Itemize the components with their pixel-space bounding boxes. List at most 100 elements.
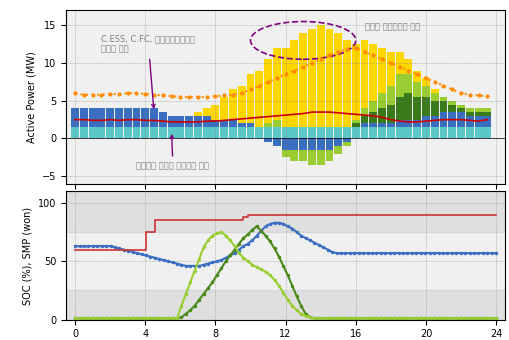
Load [194, 95, 201, 99]
P_PCC [273, 114, 279, 118]
AESS #2 [492, 317, 498, 321]
Line: SMP: SMP [75, 215, 495, 250]
Text: 수전전력 변동을 일정하게 제어: 수전전력 변동을 일정하게 제어 [136, 135, 209, 171]
Load [212, 94, 218, 98]
Bar [404, 59, 412, 74]
Bar [377, 123, 385, 127]
Bar [369, 127, 377, 138]
Bar [167, 116, 175, 127]
Load [282, 72, 288, 76]
Load [326, 53, 332, 57]
Load [308, 61, 315, 65]
Bar [439, 112, 446, 127]
Bar [66, 290, 504, 320]
Bar [325, 29, 333, 127]
Bar [386, 123, 394, 127]
P_PCC [265, 115, 271, 119]
Bar [124, 108, 131, 127]
Bar [132, 127, 140, 138]
Bar [193, 127, 202, 138]
Load [247, 87, 253, 91]
Line: AESS #1: AESS #1 [74, 225, 496, 320]
Bar [167, 127, 175, 138]
Bar [333, 127, 342, 138]
Bar [465, 116, 473, 127]
AESS #2 [129, 317, 135, 321]
P_PCC [186, 120, 192, 124]
Bar [141, 127, 149, 138]
Bar [351, 120, 359, 123]
Bar [377, 108, 385, 123]
Bar [307, 150, 315, 165]
Bar [404, 74, 412, 93]
SMP [129, 248, 135, 252]
Load [440, 84, 446, 88]
Bar [211, 104, 219, 120]
Line: AESS #2: AESS #2 [74, 231, 496, 320]
Bar [106, 127, 114, 138]
Bar [343, 138, 350, 142]
Bar [369, 101, 377, 112]
P_PCC [308, 110, 315, 114]
P_PCC [396, 119, 402, 123]
Bar [193, 116, 202, 127]
Load [80, 93, 87, 97]
Bar [421, 86, 429, 97]
Bar [316, 150, 324, 165]
SMP [492, 212, 498, 217]
Load [378, 57, 384, 61]
Line: Load: Load [73, 47, 488, 98]
Bar [176, 127, 184, 138]
Bar [421, 127, 429, 138]
Bar [343, 142, 350, 146]
Load [352, 46, 358, 50]
P_PCC [448, 118, 455, 122]
P_PCC [343, 112, 349, 116]
Bar [333, 138, 342, 146]
CESS [466, 251, 472, 255]
CESS [129, 250, 135, 254]
Bar [193, 112, 202, 116]
X-axis label: Time (h): Time (h) [265, 209, 305, 219]
Bar [325, 138, 333, 150]
Bar [255, 71, 263, 127]
P_PCC [291, 112, 297, 116]
Bar [360, 127, 368, 138]
Bar [395, 74, 403, 97]
Bar [333, 146, 342, 154]
Bar [404, 127, 412, 138]
Load [396, 65, 402, 69]
Load [361, 50, 367, 54]
P_PCC [440, 118, 446, 122]
Bar [360, 108, 368, 116]
Text: ( + : Discharging,  − : Charging ): ( + : Discharging, − : Charging ) [211, 259, 359, 268]
Bar [80, 108, 88, 127]
Bar [150, 108, 158, 127]
Bar [483, 108, 490, 112]
P_PCC [151, 118, 157, 122]
Bar [115, 108, 123, 127]
P_PCC [361, 113, 367, 117]
Bar [202, 108, 210, 116]
CESS [293, 230, 299, 234]
Bar [316, 127, 324, 138]
P_PCC [177, 120, 183, 124]
Load [291, 69, 297, 73]
Bar [246, 123, 254, 127]
Bar [299, 33, 306, 127]
Bar [281, 138, 289, 150]
Bar [395, 97, 403, 120]
AESS #2 [302, 314, 308, 318]
Legend: CFC, CESS, AESS #1, AESS #2, PV, Load, P_PCC: CFC, CESS, AESS #1, AESS #2, PV, Load, P… [110, 240, 460, 257]
Bar [377, 93, 385, 108]
Load [422, 76, 428, 80]
Bar [237, 86, 245, 123]
Bar [290, 40, 298, 127]
Load [457, 91, 463, 95]
P_PCC [72, 118, 78, 122]
P_PCC [413, 120, 419, 124]
Bar [290, 150, 298, 161]
SMP [258, 212, 264, 217]
P_PCC [238, 117, 244, 121]
Bar [386, 86, 394, 104]
